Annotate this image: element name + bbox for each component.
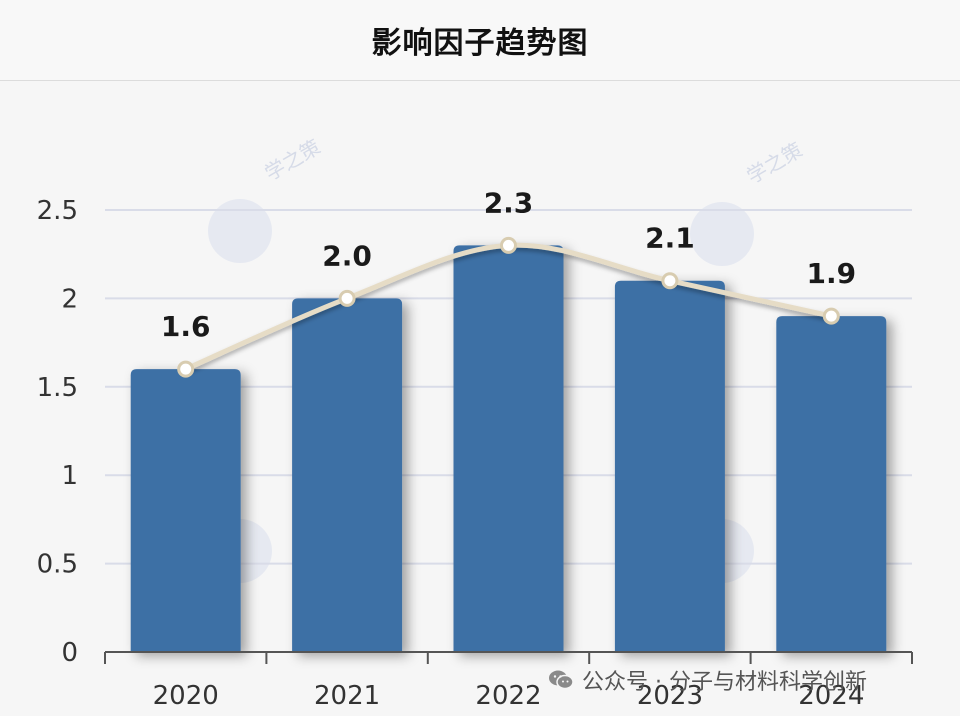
- title-bar: 影响因子趋势图: [0, 0, 960, 81]
- watermark-text: 学之策: [743, 138, 807, 189]
- bar: [776, 316, 887, 652]
- account-credit: 公众号 · 分子与材料科学创新: [548, 664, 867, 696]
- y-tick-label: 0: [61, 638, 78, 668]
- data-label: 1.9: [806, 257, 856, 290]
- bar-chart: 学之策 学之策 0 0.5 1 1.5 2 2.5 2020 2021 2022 2023 2024 1.…: [37, 135, 913, 711]
- bar: [292, 298, 403, 652]
- data-label: 2.1: [645, 222, 695, 255]
- y-tick-label: 1: [61, 461, 78, 491]
- y-tick-label: 2: [61, 284, 78, 314]
- watermark-logo-icon: [208, 199, 272, 263]
- x-tick-label: 2021: [314, 681, 380, 711]
- x-tick-label: 2020: [153, 681, 219, 711]
- x-tick-label: 2024: [798, 681, 864, 711]
- trend-point: [661, 272, 679, 290]
- bar: [614, 280, 725, 652]
- chart-title: 影响因子趋势图: [371, 26, 589, 61]
- bar: [453, 245, 564, 653]
- data-label: 2.0: [322, 239, 372, 272]
- chart-area: 学之策 学之策 0 0.5 1 1.5 2 2.5 2020 2021 2022 2023 2024 1.…: [0, 81, 960, 716]
- y-tick-label: 2.5: [37, 196, 78, 226]
- bar: [130, 369, 241, 652]
- trend-point: [338, 289, 356, 307]
- trend-point: [177, 360, 195, 378]
- credit-text: 公众号 · 分子与材料科学创新: [582, 670, 867, 695]
- trend-point: [500, 236, 517, 254]
- x-tick-label: 2022: [475, 681, 541, 711]
- wechat-icon: [548, 669, 574, 691]
- watermark-logo-icon: [690, 202, 754, 266]
- trend-point: [822, 307, 840, 325]
- data-label: 1.6: [161, 310, 211, 343]
- y-tick-label: 1.5: [37, 373, 78, 403]
- x-tick-label: 2023: [637, 681, 703, 711]
- watermark-text: 学之策: [261, 135, 325, 186]
- data-label: 2.3: [484, 186, 534, 219]
- y-tick-label: 0.5: [37, 550, 78, 580]
